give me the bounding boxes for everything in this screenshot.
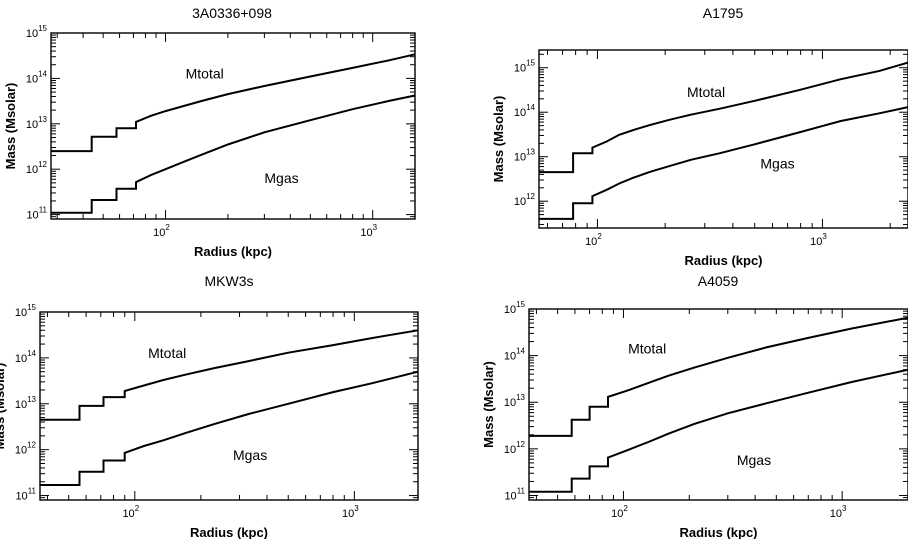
y-tick-label: 1011 — [26, 206, 47, 222]
y-tick-label: 1013 — [504, 393, 526, 409]
x-tick-label: 103 — [810, 232, 827, 248]
chart-title: 3A0336+098 — [192, 5, 272, 21]
series-line-mgas — [51, 94, 416, 214]
plot-frame — [538, 49, 908, 229]
series-line-mgas — [40, 370, 419, 486]
y-tick-label: 1015 — [15, 303, 37, 319]
chart-panel-2: A1795 102 103 1012 1013 1014 1015 Radius (kpc) M… — [491, 5, 908, 268]
y-tick-label: 1014 — [514, 103, 536, 119]
y-tick-label: 1013 — [26, 115, 48, 131]
y-tick-label: 1011 — [504, 486, 525, 502]
x-tick-label: 103 — [360, 223, 377, 239]
series-label-mgas: Mgas — [760, 155, 794, 171]
chart-panel-3: MKW3s 102 103 1011 1012 1013 1014 1015 Radius (k… — [0, 273, 419, 540]
series-label-mgas: Mgas — [737, 452, 771, 468]
x-axis-label: Radius (kpc) — [194, 244, 272, 259]
x-tick-label: 102 — [153, 223, 170, 239]
chart-title: A4059 — [698, 273, 739, 289]
y-tick-label: 1012 — [15, 441, 37, 457]
y-tick-label: 1013 — [15, 395, 37, 411]
plot-frame — [528, 308, 908, 501]
y-axis-label: Mass (Msolar) — [0, 363, 7, 450]
chart-title: A1795 — [703, 5, 744, 21]
chart-panel-4: A4059 102 103 1011 1012 1013 1014 1015 Radius (k… — [481, 273, 908, 540]
x-tick-label: 102 — [611, 504, 628, 520]
series-line-mtotal — [539, 61, 908, 174]
y-tick-label: 1015 — [514, 59, 536, 75]
series-label-mtotal: Mtotal — [148, 345, 186, 361]
y-tick-label: 1014 — [26, 69, 48, 85]
chart-title: MKW3s — [205, 273, 254, 289]
series-label-mtotal: Mtotal — [186, 65, 224, 81]
x-tick-label: 102 — [122, 504, 139, 520]
x-tick-label: 103 — [830, 504, 847, 520]
series-line-mtotal — [529, 316, 908, 437]
y-tick-label: 1012 — [504, 440, 526, 456]
plot-frame — [50, 32, 416, 220]
series-label-mtotal: Mtotal — [687, 84, 725, 100]
series-line-mgas — [539, 106, 908, 220]
x-axis-label: Radius (kpc) — [679, 525, 757, 539]
y-tick-label: 1014 — [504, 347, 526, 363]
series-line-mgas — [529, 368, 908, 493]
x-axis-label: Radius (kpc) — [684, 253, 762, 268]
series-line-mtotal — [40, 329, 419, 421]
y-tick-label: 1011 — [15, 487, 36, 503]
y-tick-label: 1015 — [26, 24, 48, 40]
series-label-mtotal: Mtotal — [628, 341, 666, 357]
y-tick-label: 1012 — [26, 160, 48, 176]
y-axis-label: Mass (Msolar) — [491, 96, 506, 183]
chart-panel-1: 3A0336+098 102 103 1011 1012 1013 1014 1015 Radi… — [3, 5, 416, 259]
y-tick-label: 1013 — [514, 148, 536, 164]
y-tick-label: 1014 — [15, 349, 37, 365]
y-tick-label: 1015 — [504, 300, 526, 316]
x-tick-label: 103 — [342, 504, 359, 520]
series-label-mgas: Mgas — [233, 447, 267, 463]
y-tick-label: 1012 — [514, 192, 536, 208]
x-tick-label: 102 — [585, 232, 602, 248]
series-line-mtotal — [51, 53, 416, 153]
series-label-mgas: Mgas — [264, 170, 298, 186]
x-axis-label: Radius (kpc) — [190, 525, 268, 539]
y-axis-label: Mass (Msolar) — [3, 83, 18, 170]
y-axis-label: Mass (Msolar) — [481, 361, 496, 448]
